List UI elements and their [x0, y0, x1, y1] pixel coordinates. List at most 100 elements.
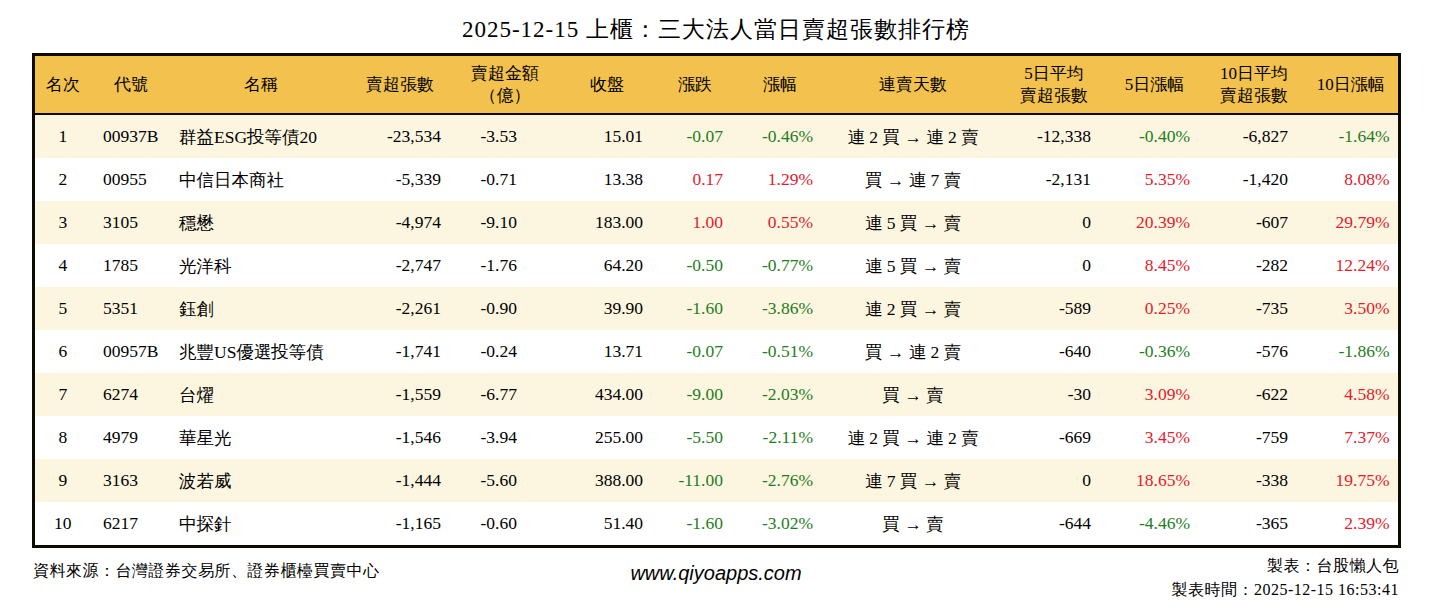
cell-streak: 連 2 買 → 賣 [823, 287, 1003, 330]
cell-change-pct: -0.51% [737, 330, 823, 373]
cell-avg5-volume: -12,338 [1003, 114, 1105, 158]
cell-name: 群益ESG投等債20 [171, 114, 351, 158]
cell-sell-amount: -0.90 [449, 287, 561, 330]
cell-avg5-volume: -589 [1003, 287, 1105, 330]
cell-close: 434.00 [561, 373, 653, 416]
cell-name: 鈺創 [171, 287, 351, 330]
cell-sell-volume: -2,747 [351, 244, 449, 287]
cell-change: 0.17 [653, 158, 737, 201]
cell-change: -0.07 [653, 330, 737, 373]
cell-avg5-volume: -640 [1003, 330, 1105, 373]
cell-sell-volume: -1,559 [351, 373, 449, 416]
cell-change-pct: 1.29% [737, 158, 823, 201]
cell-rank: 7 [33, 373, 91, 416]
cell-change: -1.60 [653, 502, 737, 547]
cell-rank: 6 [33, 330, 91, 373]
report-footer: 資料來源：台灣證券交易所、證券櫃檯買賣中心 www.qiyoapps.com 製… [30, 554, 1402, 606]
report-page: 2025-12-15 上櫃：三大法人當日賣超張數排行榜 名次 代號 名稱 賣超張… [0, 14, 1432, 612]
cell-sell-amount: -5.60 [449, 459, 561, 502]
cell-avg10-volume: -338 [1204, 459, 1304, 502]
cell-avg5-volume: -30 [1003, 373, 1105, 416]
cell-close: 255.00 [561, 416, 653, 459]
cell-pct5: 18.65% [1105, 459, 1204, 502]
cell-pct5: 0.25% [1105, 287, 1204, 330]
cell-close: 183.00 [561, 201, 653, 244]
cell-pct10: 19.75% [1304, 459, 1399, 502]
cell-name: 穩懋 [171, 201, 351, 244]
cell-sell-volume: -4,974 [351, 201, 449, 244]
table-body: 1 00937B 群益ESG投等債20 -23,534 -3.53 15.01 … [33, 114, 1399, 547]
cell-name: 光洋科 [171, 244, 351, 287]
cell-avg10-volume: -1,420 [1204, 158, 1304, 201]
table-row: 3 3105 穩懋 -4,974 -9.10 183.00 1.00 0.55%… [33, 201, 1399, 244]
col-header-sell-amount: 賣超金額 （億） [449, 55, 561, 115]
cell-change-pct: -3.86% [737, 287, 823, 330]
cell-sell-amount: -3.53 [449, 114, 561, 158]
cell-sell-volume: -5,339 [351, 158, 449, 201]
cell-pct10: 4.58% [1304, 373, 1399, 416]
cell-rank: 9 [33, 459, 91, 502]
col-header-change-pct: 漲幅 [737, 55, 823, 115]
cell-sell-volume: -1,741 [351, 330, 449, 373]
cell-code: 6274 [91, 373, 171, 416]
cell-avg10-volume: -576 [1204, 330, 1304, 373]
cell-rank: 3 [33, 201, 91, 244]
cell-close: 15.01 [561, 114, 653, 158]
cell-avg5-volume: 0 [1003, 201, 1105, 244]
cell-pct5: -0.36% [1105, 330, 1204, 373]
col-header-pct10: 10日漲幅 [1304, 55, 1399, 115]
cell-pct5: 8.45% [1105, 244, 1204, 287]
cell-sell-amount: -0.60 [449, 502, 561, 547]
col-header-code: 代號 [91, 55, 171, 115]
cell-sell-amount: -1.76 [449, 244, 561, 287]
col-header-streak: 連賣天數 [823, 55, 1003, 115]
cell-sell-volume: -1,444 [351, 459, 449, 502]
cell-avg10-volume: -622 [1204, 373, 1304, 416]
cell-avg10-volume: -6,827 [1204, 114, 1304, 158]
cell-name: 中信日本商社 [171, 158, 351, 201]
cell-change-pct: -2.03% [737, 373, 823, 416]
cell-pct10: 8.08% [1304, 158, 1399, 201]
cell-pct10: -1.64% [1304, 114, 1399, 158]
cell-sell-amount: -0.24 [449, 330, 561, 373]
cell-streak: 連 2 買 → 連 2 賣 [823, 114, 1003, 158]
cell-code: 00937B [91, 114, 171, 158]
cell-sell-volume: -1,546 [351, 416, 449, 459]
cell-streak: 買 → 賣 [823, 373, 1003, 416]
table-row: 10 6217 中探針 -1,165 -0.60 51.40 -1.60 -3.… [33, 502, 1399, 547]
ranking-table: 名次 代號 名稱 賣超張數 賣超金額 （億） 收盤 漲跌 漲幅 連賣天數 5日平… [32, 53, 1401, 548]
cell-change: -11.00 [653, 459, 737, 502]
cell-code: 4979 [91, 416, 171, 459]
cell-change-pct: -0.77% [737, 244, 823, 287]
cell-code: 5351 [91, 287, 171, 330]
cell-change-pct: -0.46% [737, 114, 823, 158]
cell-streak: 連 7 買 → 賣 [823, 459, 1003, 502]
cell-change-pct: -2.76% [737, 459, 823, 502]
cell-streak: 連 2 買 → 連 2 賣 [823, 416, 1003, 459]
cell-pct10: 3.50% [1304, 287, 1399, 330]
cell-avg10-volume: -735 [1204, 287, 1304, 330]
cell-pct5: 3.09% [1105, 373, 1204, 416]
cell-rank: 10 [33, 502, 91, 547]
cell-streak: 連 5 買 → 賣 [823, 244, 1003, 287]
col-header-sell-volume: 賣超張數 [351, 55, 449, 115]
website-url: www.qiyoapps.com [630, 562, 801, 585]
cell-pct5: 20.39% [1105, 201, 1204, 244]
cell-name: 中探針 [171, 502, 351, 547]
col-header-rank: 名次 [33, 55, 91, 115]
credits-block: 製表：台股懶人包 製表時間：2025-12-15 16:53:41 [1171, 554, 1399, 602]
cell-sell-amount: -0.71 [449, 158, 561, 201]
table-row: 6 00957B 兆豐US優選投等債 -1,741 -0.24 13.71 -0… [33, 330, 1399, 373]
cell-change: -1.60 [653, 287, 737, 330]
cell-avg5-volume: 0 [1003, 244, 1105, 287]
maker-text: 製表：台股懶人包 [1171, 554, 1399, 578]
table-row: 9 3163 波若威 -1,444 -5.60 388.00 -11.00 -2… [33, 459, 1399, 502]
cell-change: -9.00 [653, 373, 737, 416]
table-row: 1 00937B 群益ESG投等債20 -23,534 -3.53 15.01 … [33, 114, 1399, 158]
header-row: 名次 代號 名稱 賣超張數 賣超金額 （億） 收盤 漲跌 漲幅 連賣天數 5日平… [33, 55, 1399, 115]
cell-sell-volume: -2,261 [351, 287, 449, 330]
cell-pct5: -0.40% [1105, 114, 1204, 158]
cell-rank: 1 [33, 114, 91, 158]
cell-sell-volume: -23,534 [351, 114, 449, 158]
made-at-text: 製表時間：2025-12-15 16:53:41 [1171, 578, 1399, 602]
